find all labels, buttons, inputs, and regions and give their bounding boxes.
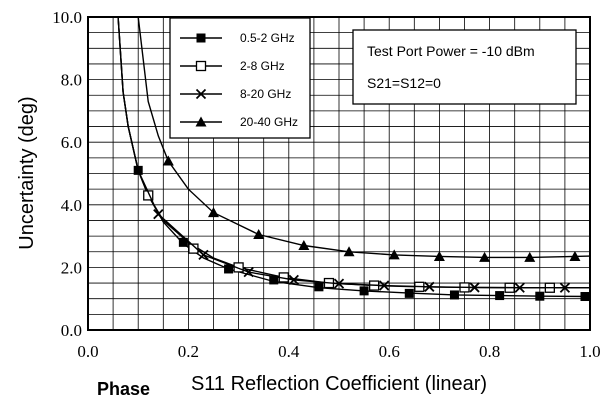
x-tick-label: 0.8 [479,342,500,361]
x-tick-label: 0.0 [77,342,98,361]
data-point [153,209,164,220]
note-box: Test Port Power = -10 dBm S21=S12=0 [352,29,577,105]
data-point [333,278,345,289]
data-point [479,251,491,262]
legend-label: 8-20 GHz [240,87,291,101]
note-box-frame [352,29,577,105]
data-point [233,262,244,273]
data-point [243,266,254,278]
data-point [449,290,459,300]
y-tick-label: 8.0 [61,71,82,90]
plot-frame [87,16,591,331]
legend-label: 20-40 GHz [240,115,298,129]
legend-marker [195,88,207,100]
data-point [559,282,571,293]
data-point [208,207,219,218]
data-point [198,249,209,261]
data-point [404,288,414,298]
data-point [224,264,234,274]
data-point [514,282,525,293]
data-point [388,249,400,260]
data-point [343,246,355,257]
y-tick-label: 0.0 [61,321,82,340]
y-tick-labels: 0.0 2.0 4.0 6.0 8.0 10.0 [52,8,82,340]
y-tick-label: 6.0 [61,133,82,152]
legend-marker [196,33,206,43]
legend-entry: 8-20 GHz [180,87,291,101]
data-point [298,239,310,250]
data-point [253,229,265,240]
data-point [162,155,174,166]
legend-entry: 0.5-2 GHz [180,31,295,45]
data-point [314,282,324,292]
data-point [188,243,199,254]
series-20-40 GHz [137,17,590,262]
legend-label: 0.5-2 GHz [240,31,295,45]
data-point [288,274,299,286]
data-point [580,292,590,302]
data-point [178,237,188,247]
note-power: Test Port Power = -10 dBm [367,43,535,59]
x-tick-label: 1.0 [579,342,600,361]
series-8-20 GHz [117,17,590,293]
x-tick-label: 0.6 [379,342,400,361]
caption-phase: Phase [97,379,150,395]
data-point [359,286,369,296]
data-point [379,280,390,291]
data-point [424,281,435,292]
legend-entry: 20-40 GHz [180,115,298,129]
legend: 0.5-2 GHz 2-8 GHz 8-20 GHz 20-40 GHz [169,17,311,139]
x-tick-label: 0.2 [178,342,199,361]
data-point [535,291,545,301]
legend-marker [195,116,207,127]
data-point [433,250,445,261]
x-tick-label: 0.4 [278,342,300,361]
data-point [269,275,279,285]
y-tick-label: 2.0 [61,258,82,277]
data-point [469,282,480,293]
y-axis-title: Uncertainty (deg) [16,96,38,249]
legend-marker [195,60,207,72]
note-s21: S21=S12=0 [367,75,441,91]
legend-entry: 2-8 GHz [180,59,285,73]
series-layer [117,17,590,302]
x-axis-title: S11 Reflection Coefficient (linear) [191,373,487,395]
data-point [495,291,505,301]
data-point [569,250,581,261]
y-tick-label: 10.0 [52,8,82,27]
legend-label: 2-8 GHz [240,59,285,73]
y-tick-label: 4.0 [61,196,82,215]
x-tick-labels: 0.0 0.2 0.4 0.6 0.8 1.0 [77,342,600,361]
data-point [524,251,536,262]
